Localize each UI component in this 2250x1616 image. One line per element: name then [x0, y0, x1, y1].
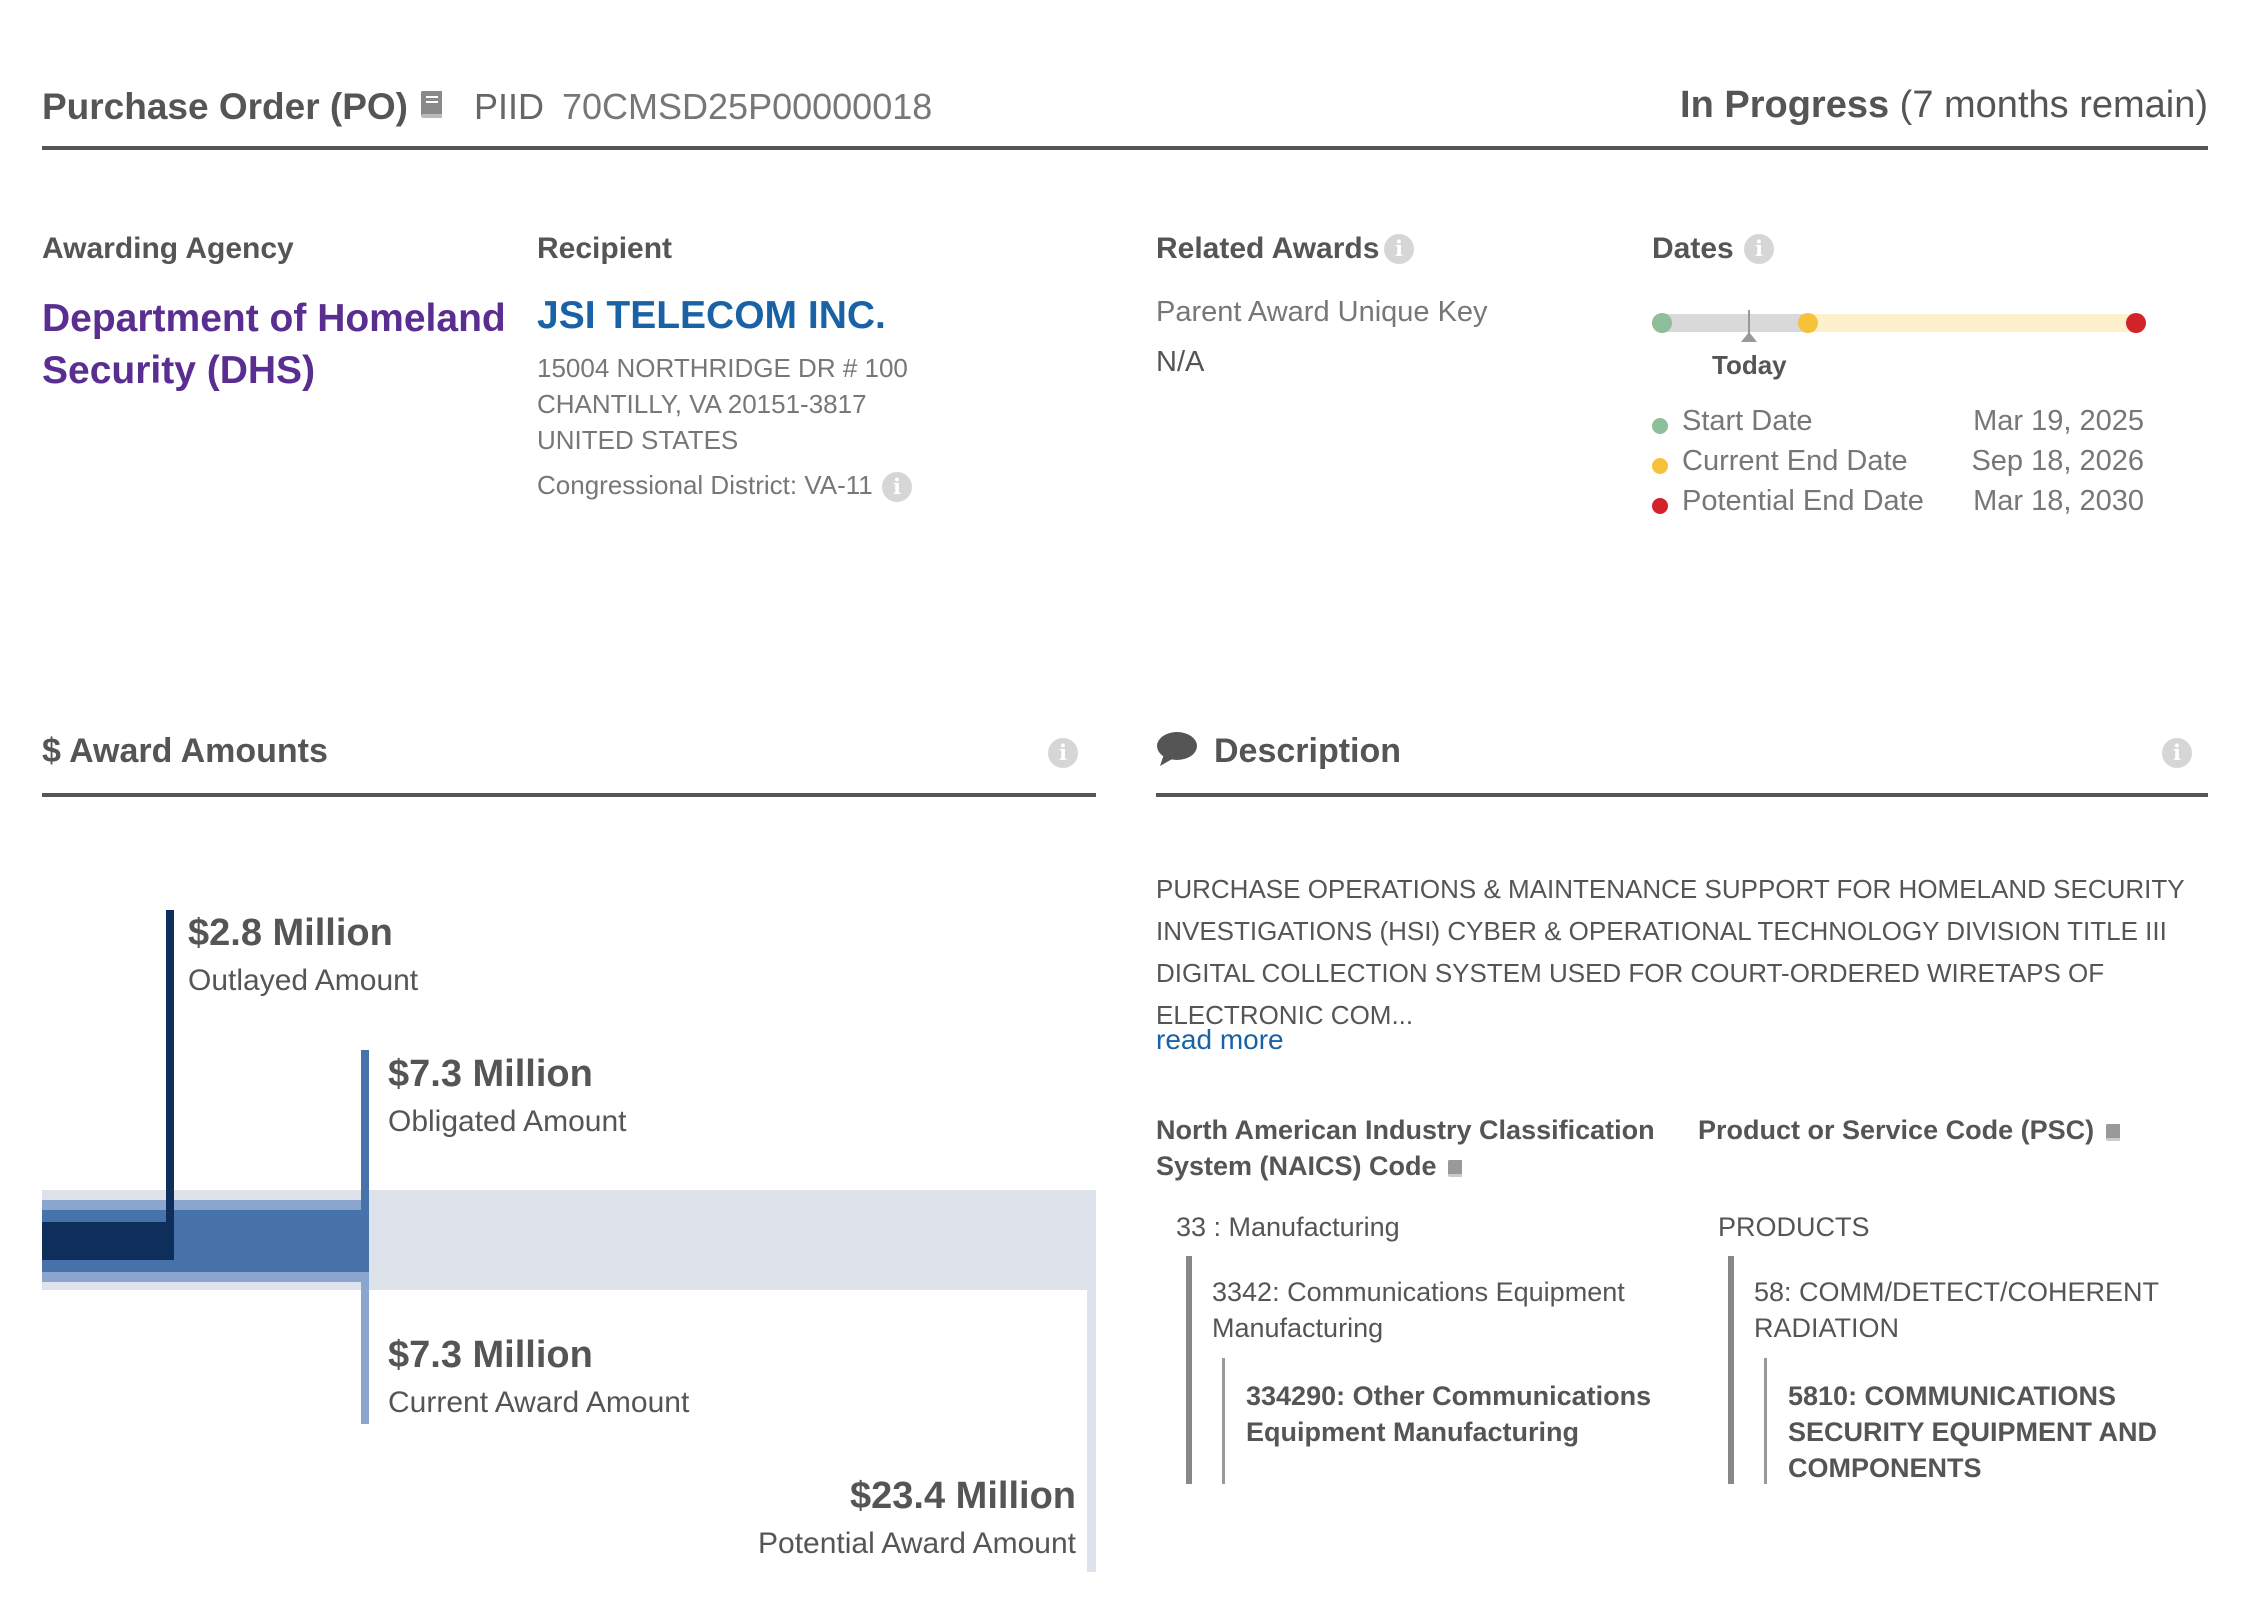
date-legend-potential-end: Potential End Date Mar 18, 2030: [1652, 485, 2152, 525]
read-more-link[interactable]: read more: [1156, 1024, 1284, 1055]
recipient-link[interactable]: JSI TELECOM INC.: [537, 294, 886, 337]
related-awards-info-icon[interactable]: i: [1384, 234, 1414, 264]
current-amount-marker: [361, 1282, 369, 1424]
start-date-dot: [1652, 313, 1672, 333]
parent-award-label: Parent Award Unique Key: [1156, 296, 1488, 328]
naics-heading-text: North American Industry Classification S…: [1156, 1115, 1655, 1181]
awarding-agency-link[interactable]: Department of Homeland Security (DHS): [42, 297, 506, 392]
recipient-address-line3: UNITED STATES: [537, 425, 739, 455]
psc-level3: 5810: COMMUNICATIONS SECURITY EQUIPMENT …: [1788, 1381, 2158, 1483]
current-end-date-legend-dot: [1652, 458, 1668, 474]
potential-end-date-value: Mar 18, 2030: [1973, 485, 2144, 517]
today-arrow-icon: [1741, 332, 1757, 342]
obligated-amount-marker: [361, 1050, 369, 1210]
recipient-heading: Recipient: [537, 232, 673, 265]
outlayed-amount-bar: [42, 1222, 174, 1260]
parent-award-value: N/A: [1156, 346, 1205, 378]
header-divider: [42, 146, 2208, 150]
naics-level2-bar: [1186, 1256, 1192, 1484]
recipient-address-line1: 15004 NORTHRIDGE DR # 100: [537, 353, 908, 383]
glossary-book-icon[interactable]: [414, 86, 450, 122]
potential-amount-marker: [1087, 1290, 1096, 1572]
recipient-address-line2: CHANTILLY, VA 20151-3817: [537, 389, 867, 419]
potential-end-date-dot: [2126, 313, 2146, 333]
naics-level3-bar: [1222, 1358, 1225, 1484]
award-amounts-info-icon[interactable]: i: [1048, 738, 1078, 768]
today-label: Today: [1712, 350, 1787, 380]
description-text: PURCHASE OPERATIONS & MAINTENANCE SUPPOR…: [1156, 874, 2185, 1030]
awarding-agency-heading: Awarding Agency: [42, 232, 294, 265]
award-type-title: Purchase Order (PO): [42, 86, 409, 127]
current-end-date-dot: [1798, 313, 1818, 333]
potential-amount-value: $23.4 Million: [850, 1475, 1076, 1517]
speech-bubble-icon: [1157, 732, 1197, 766]
naics-heading: North American Industry Classification S…: [1156, 1112, 1676, 1184]
start-date-label: Start Date: [1682, 405, 1813, 437]
description-info-icon[interactable]: i: [2162, 738, 2192, 768]
current-amount-value: $7.3 Million: [388, 1334, 593, 1376]
outlayed-amount-label: Outlayed Amount: [188, 964, 419, 997]
psc-level3-bar: [1764, 1358, 1767, 1484]
obligated-amount-value: $7.3 Million: [388, 1053, 593, 1095]
psc-heading: Product or Service Code (PSC): [1698, 1112, 2218, 1148]
description-title: Description: [1214, 732, 1402, 770]
current-amount-label: Current Award Amount: [388, 1386, 690, 1419]
date-legend-start: Start Date Mar 19, 2025: [1652, 405, 2152, 445]
description-divider: [1156, 793, 2208, 797]
psc-heading-text: Product or Service Code (PSC): [1698, 1115, 2095, 1145]
status-text: In Progress: [1680, 84, 1890, 126]
dates-heading: Dates: [1652, 232, 1734, 265]
start-date-legend-dot: [1652, 418, 1668, 434]
psc-glossary-book-icon[interactable]: [2102, 1121, 2124, 1143]
outlayed-amount-marker: [166, 910, 174, 1222]
related-awards-heading: Related Awards: [1156, 232, 1380, 265]
potential-end-date-legend-dot: [1652, 498, 1668, 514]
award-amounts-title: $ Award Amounts: [42, 732, 328, 770]
start-date-value: Mar 19, 2025: [1973, 405, 2144, 437]
congressional-district: Congressional District: VA-11: [537, 470, 873, 500]
psc-level2-bar: [1728, 1256, 1734, 1484]
piid-label: PIID: [474, 86, 545, 127]
psc-level2: 58: COMM/DETECT/COHERENT RADIATION: [1754, 1277, 2159, 1343]
congressional-district-info-icon[interactable]: i: [882, 472, 912, 502]
award-amounts-divider: [42, 793, 1096, 797]
status-detail: (7 months remain): [1899, 84, 2208, 126]
dates-info-icon[interactable]: i: [1744, 234, 1774, 264]
today-marker: [1748, 310, 1750, 338]
potential-end-date-label: Potential End Date: [1682, 485, 1924, 517]
current-end-date-value: Sep 18, 2026: [1971, 445, 2144, 477]
naics-level2: 3342: Communications Equipment Manufactu…: [1212, 1277, 1625, 1343]
potential-amount-label: Potential Award Amount: [758, 1527, 1076, 1560]
current-end-date-label: Current End Date: [1682, 445, 1908, 477]
obligated-amount-label: Obligated Amount: [388, 1105, 627, 1138]
outlayed-amount-value: $2.8 Million: [188, 912, 393, 954]
dates-timeline-elapsed: [1652, 314, 1810, 332]
naics-glossary-book-icon[interactable]: [1444, 1157, 1466, 1179]
psc-level1: PRODUCTS: [1718, 1212, 1870, 1242]
date-legend-current-end: Current End Date Sep 18, 2026: [1652, 445, 2152, 485]
naics-level3: 334290: Other Communications Equipment M…: [1246, 1381, 1652, 1447]
naics-level1: 33 : Manufacturing: [1176, 1212, 1400, 1242]
piid-value: 70CMSD25P00000018: [562, 86, 933, 127]
award-status: In Progress (7 months remain): [1680, 84, 2208, 127]
